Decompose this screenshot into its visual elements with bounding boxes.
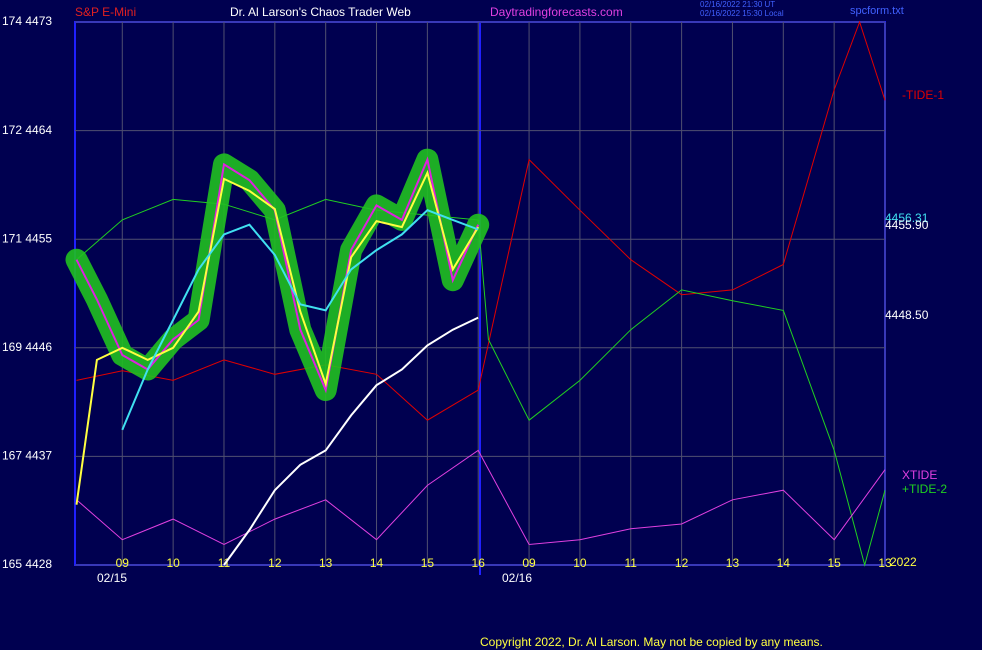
y-tick-label: 172 4464 <box>2 123 52 137</box>
annotation: 4456.31 <box>885 211 929 225</box>
series-line <box>223 316 479 566</box>
chart-title: Dr. Al Larson's Chaos Trader Web <box>230 5 411 19</box>
year-label: 2022 <box>890 555 917 569</box>
legend-label: -TIDE-1 <box>902 88 944 102</box>
y-tick-label: 171 4455 <box>2 231 52 245</box>
copyright: Copyright 2022, Dr. Al Larson. May not b… <box>480 635 823 649</box>
date-label: 02/16 <box>502 571 532 585</box>
y-tick-label: 165 4428 <box>2 557 52 571</box>
file-name: spcform.txt <box>850 5 904 17</box>
timestamp: 02/16/2022 21:30 UT <box>700 0 775 9</box>
y-tick-label: 167 4437 <box>2 449 52 463</box>
annotation: 4455.90 <box>885 218 929 232</box>
series-line <box>121 209 479 431</box>
site: Daytradingforecasts.com <box>490 5 623 19</box>
timestamp: 02/16/2022 15:30 Local <box>700 9 784 18</box>
series-line <box>76 449 886 546</box>
y-tick-label: 169 4446 <box>2 340 52 354</box>
series-line <box>75 169 480 505</box>
date-label: 02/15 <box>97 571 127 585</box>
annotation: 4448.50 <box>885 308 929 322</box>
legend-label: +TIDE-2 <box>902 482 947 496</box>
instrument: S&P E-Mini <box>75 5 136 19</box>
y-tick-label: 174 4473 <box>2 14 52 28</box>
legend-label: XTIDE <box>902 468 937 482</box>
series-line <box>76 20 886 421</box>
